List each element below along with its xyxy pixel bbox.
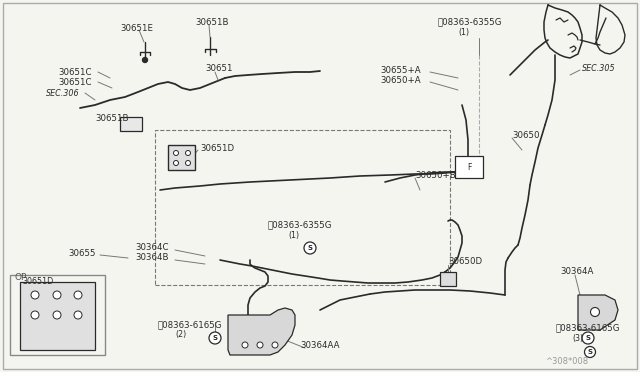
Circle shape — [257, 342, 263, 348]
Polygon shape — [168, 145, 195, 170]
Text: 30651D: 30651D — [22, 278, 53, 286]
Text: Ⓜ08363-6355G: Ⓜ08363-6355G — [268, 221, 333, 230]
Circle shape — [242, 342, 248, 348]
Text: 30650+A: 30650+A — [380, 76, 420, 84]
Polygon shape — [578, 295, 618, 330]
Text: SEC.306: SEC.306 — [46, 89, 79, 97]
Text: SEC.305: SEC.305 — [582, 64, 616, 73]
Text: S: S — [588, 349, 593, 355]
Bar — [455, 156, 483, 178]
Text: S: S — [307, 245, 312, 251]
Text: 30651B: 30651B — [195, 17, 228, 26]
Text: S: S — [212, 335, 218, 341]
Text: 30650: 30650 — [512, 131, 540, 140]
Text: 30650D: 30650D — [448, 257, 482, 266]
Circle shape — [53, 291, 61, 299]
Text: 30651B: 30651B — [95, 113, 129, 122]
Text: 30651: 30651 — [205, 64, 232, 73]
Text: F: F — [467, 163, 471, 171]
Text: 30650+B: 30650+B — [415, 170, 456, 180]
Text: S: S — [586, 335, 591, 341]
Text: 30364AA: 30364AA — [300, 340, 339, 350]
Text: (3): (3) — [572, 334, 583, 343]
Circle shape — [173, 151, 179, 155]
Text: 30364C: 30364C — [135, 244, 168, 253]
Polygon shape — [228, 308, 295, 355]
Bar — [440, 272, 456, 286]
Text: (1): (1) — [288, 231, 299, 240]
Circle shape — [186, 151, 191, 155]
Bar — [120, 117, 142, 131]
Text: OP: OP — [14, 273, 26, 282]
Circle shape — [74, 311, 82, 319]
Circle shape — [31, 291, 39, 299]
Text: 30651C: 30651C — [58, 67, 92, 77]
Text: 30651D: 30651D — [200, 144, 234, 153]
Circle shape — [591, 308, 600, 317]
Circle shape — [53, 311, 61, 319]
Text: Ⓜ08363-6355G: Ⓜ08363-6355G — [438, 17, 502, 26]
Circle shape — [582, 332, 594, 344]
Circle shape — [304, 242, 316, 254]
Circle shape — [209, 332, 221, 344]
Text: (2): (2) — [175, 330, 186, 340]
Text: 30655+A: 30655+A — [380, 65, 420, 74]
Text: ^308*008: ^308*008 — [545, 357, 588, 366]
Text: 30364B: 30364B — [135, 253, 168, 263]
Circle shape — [173, 160, 179, 166]
Text: 30364A: 30364A — [560, 267, 593, 276]
Text: Ⓜ08363-6165G: Ⓜ08363-6165G — [556, 324, 621, 333]
Text: Ⓜ08363-6165G: Ⓜ08363-6165G — [158, 321, 223, 330]
Text: 30655: 30655 — [68, 248, 95, 257]
Circle shape — [31, 311, 39, 319]
Circle shape — [143, 58, 147, 62]
Circle shape — [186, 160, 191, 166]
Bar — [155, 130, 450, 285]
Circle shape — [584, 346, 595, 357]
Circle shape — [272, 342, 278, 348]
Text: (1): (1) — [458, 28, 469, 36]
Text: 30651C: 30651C — [58, 77, 92, 87]
Bar — [10, 275, 105, 355]
Circle shape — [74, 291, 82, 299]
Bar — [20, 282, 95, 350]
Text: 30651E: 30651E — [120, 23, 153, 32]
